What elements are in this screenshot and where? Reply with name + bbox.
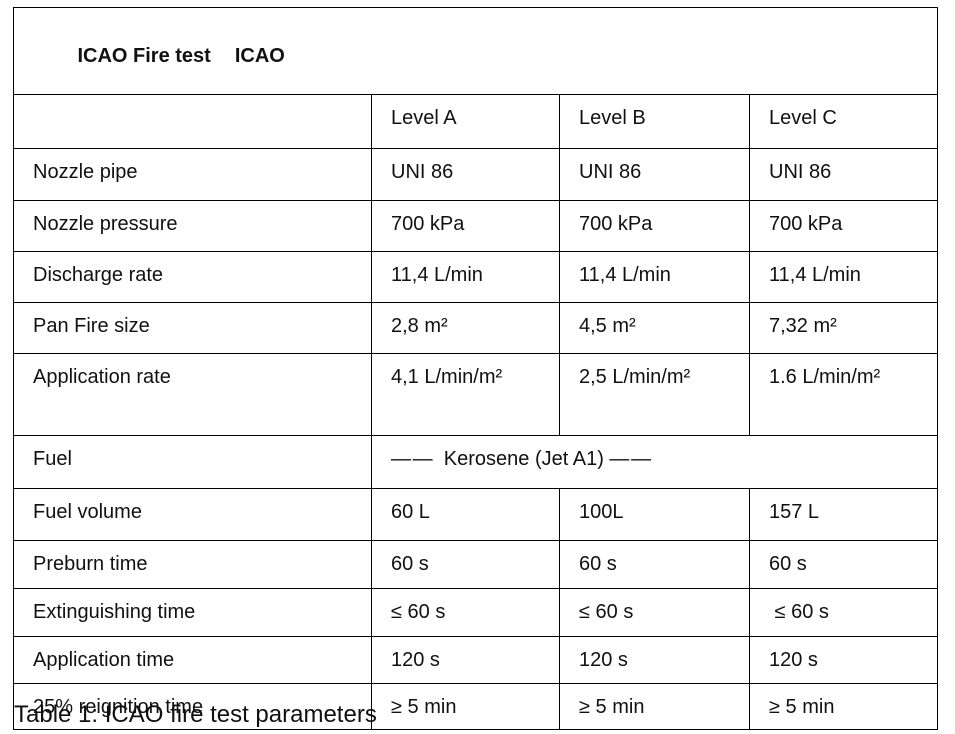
table-title: ICAO Fire test bbox=[77, 45, 211, 67]
cell-value: 11,4 L/min bbox=[749, 251, 938, 303]
cell-value: ≤ 60 s bbox=[559, 588, 750, 637]
cell-value: 700 kPa bbox=[559, 200, 750, 252]
table-row: Application time 120 s 120 s 120 s bbox=[13, 636, 938, 684]
cell-value: 60 L bbox=[371, 488, 560, 541]
row-label: Fuel bbox=[13, 435, 372, 489]
row-label: Pan Fire size bbox=[13, 302, 372, 354]
column-header-level-b: Level B bbox=[559, 94, 750, 149]
row-label: Nozzle pressure bbox=[13, 200, 372, 252]
table-row: Preburn time 60 s 60 s 60 s bbox=[13, 540, 938, 589]
table-row: Nozzle pipe UNI 86 UNI 86 UNI 86 bbox=[13, 148, 938, 201]
row-label: Discharge rate bbox=[13, 251, 372, 303]
row-label: Application rate bbox=[13, 353, 372, 436]
merged-fuel-cell: — — Kerosene (Jet A1) — — bbox=[371, 435, 938, 489]
table-row: Pan Fire size 2,8 m² 4,5 m² 7,32 m² bbox=[13, 302, 938, 354]
row-label: Extinguishing time bbox=[13, 588, 372, 637]
cell-value: 157 L bbox=[749, 488, 938, 541]
cell-value: 4,5 m² bbox=[559, 302, 750, 354]
cell-value: 11,4 L/min bbox=[371, 251, 560, 303]
row-label: Application time bbox=[13, 636, 372, 684]
cell-value: ≥ 5 min bbox=[371, 683, 560, 730]
table-row: 25% reignition time ≥ 5 min ≥ 5 min ≥ 5 … bbox=[13, 683, 938, 730]
cell-value: 60 s bbox=[559, 540, 750, 589]
row-label: Preburn time bbox=[13, 540, 372, 589]
column-header-level-c: Level C bbox=[749, 94, 938, 149]
cell-value: 700 kPa bbox=[371, 200, 560, 252]
table-row: Fuel volume 60 L 100L 157 L bbox=[13, 488, 938, 541]
cell-value: 2,8 m² bbox=[371, 302, 560, 354]
table-caption: Table 1: ICAO fire test parameters bbox=[14, 701, 377, 728]
corner-cell bbox=[13, 94, 372, 149]
cell-value: 7,32 m² bbox=[749, 302, 938, 354]
cell-value: ≤ 60 s bbox=[749, 588, 938, 637]
cell-value: 100L bbox=[559, 488, 750, 541]
cell-value: ≥ 5 min bbox=[749, 683, 938, 730]
table-row: Discharge rate 11,4 L/min 11,4 L/min 11,… bbox=[13, 251, 938, 303]
cell-value: 60 s bbox=[749, 540, 938, 589]
table-title-cell: ICAO Fire test ICAO bbox=[13, 7, 938, 95]
cell-value: 120 s bbox=[749, 636, 938, 684]
row-label: 25% reignition time bbox=[13, 683, 372, 730]
cell-value: 4,1 L/min/m² bbox=[371, 353, 560, 436]
cell-value: 2,5 L/min/m² bbox=[559, 353, 750, 436]
cell-value: UNI 86 bbox=[559, 148, 750, 201]
cell-value: ≥ 5 min bbox=[559, 683, 750, 730]
table-title-row: ICAO Fire test ICAO bbox=[13, 7, 938, 95]
row-label: Fuel volume bbox=[13, 488, 372, 541]
icao-fire-test-table: ICAO Fire test ICAO Level A Level B Level… bbox=[13, 7, 938, 730]
cell-value: 120 s bbox=[371, 636, 560, 684]
row-label: Nozzle pipe bbox=[13, 148, 372, 201]
cell-value: 11,4 L/min bbox=[559, 251, 750, 303]
cell-value: UNI 86 bbox=[749, 148, 938, 201]
cell-value: 120 s bbox=[559, 636, 750, 684]
table-row: Application rate 4,1 L/min/m² 2,5 L/min/… bbox=[13, 353, 938, 436]
column-header-level-a: Level A bbox=[371, 94, 560, 149]
cell-value: UNI 86 bbox=[371, 148, 560, 201]
column-header-row: Level A Level B Level C bbox=[13, 94, 938, 149]
table-row: Extinguishing time ≤ 60 s ≤ 60 s ≤ 60 s bbox=[13, 588, 938, 637]
cell-value: ≤ 60 s bbox=[371, 588, 560, 637]
cell-value: 1.6 L/min/m² bbox=[749, 353, 938, 436]
cell-value: 60 s bbox=[371, 540, 560, 589]
table-row: Nozzle pressure 700 kPa 700 kPa 700 kPa bbox=[13, 200, 938, 252]
cell-value: 700 kPa bbox=[749, 200, 938, 252]
fuel-row: Fuel — — Kerosene (Jet A1) — — bbox=[13, 435, 938, 489]
table-title-secondary: ICAO bbox=[234, 45, 285, 67]
